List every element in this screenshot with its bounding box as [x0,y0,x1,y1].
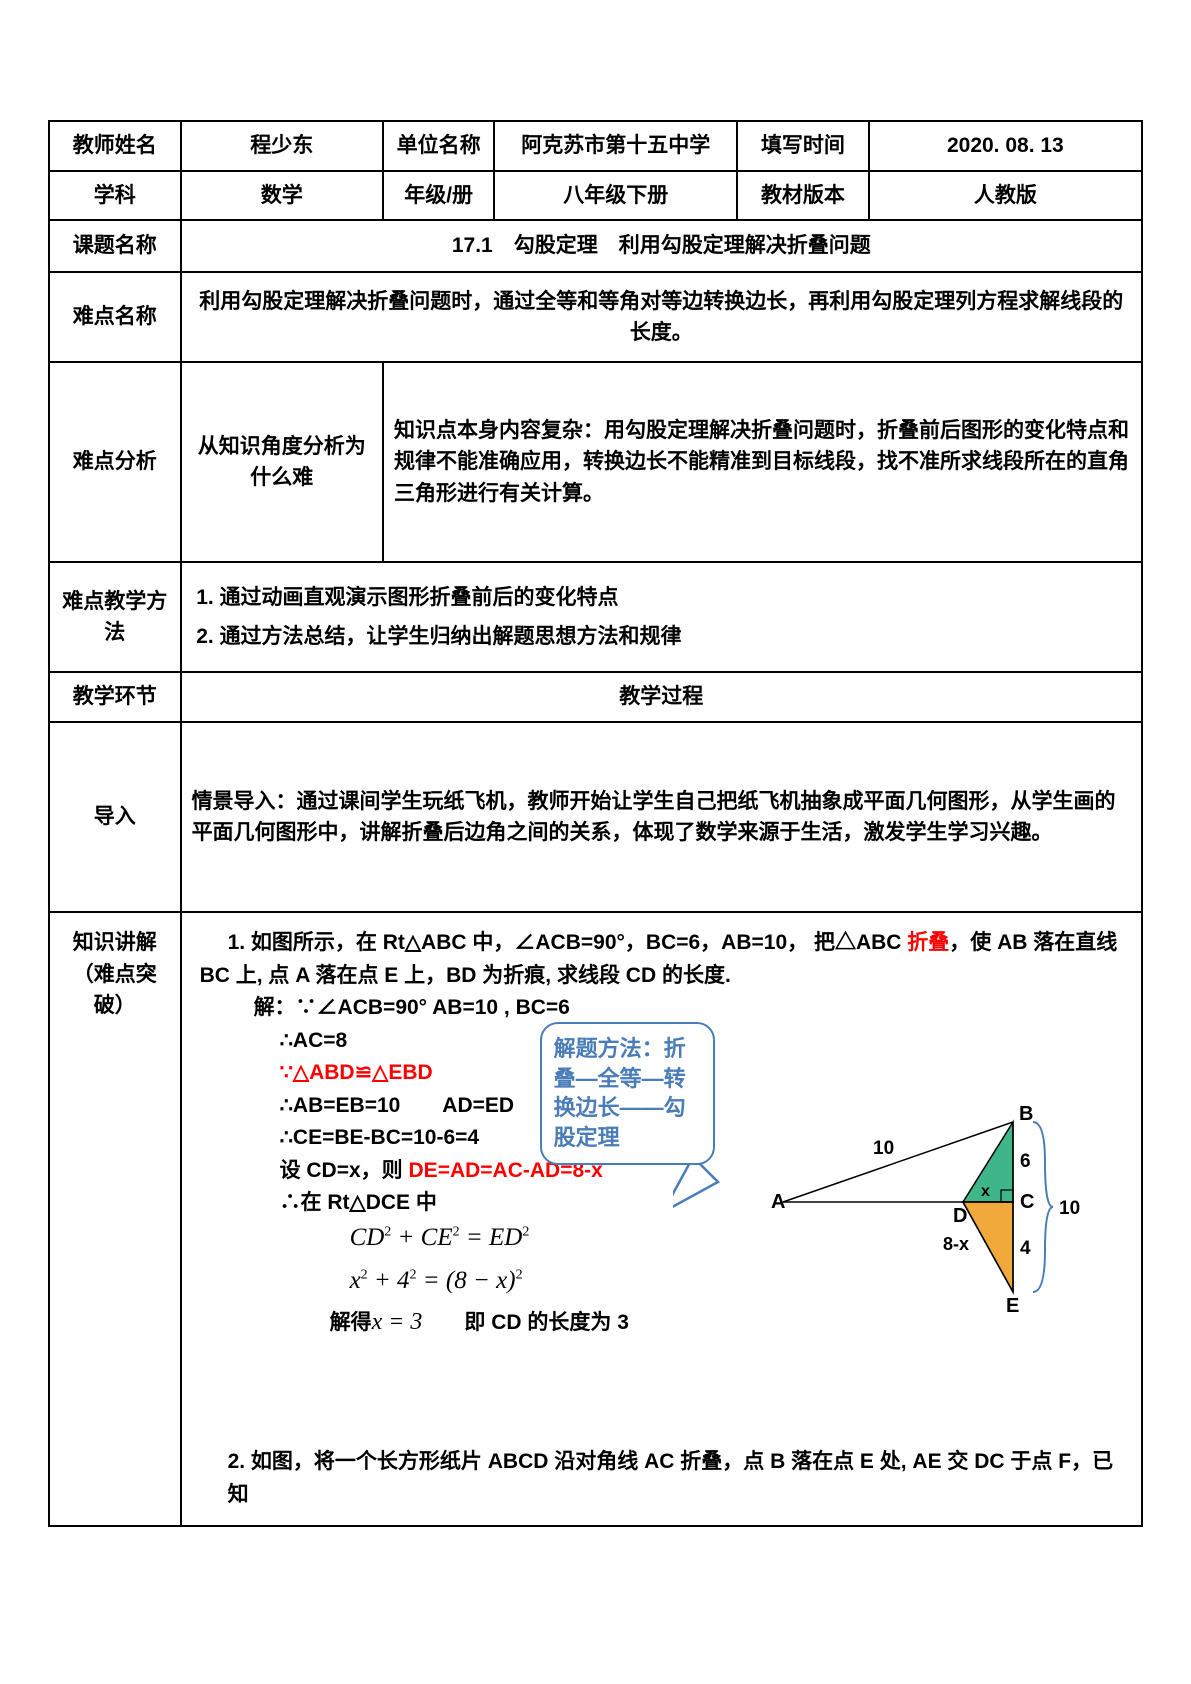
teacher-name-label: 教师姓名 [49,121,181,171]
bubble-tail-icon [673,1157,718,1212]
analysis-value: 知识点本身内容复杂：用勾股定理解决折叠问题时，折叠前后图形的变化特点和规律不能准… [383,362,1142,562]
sol-l8x: x = 3 [372,1309,423,1335]
lesson-plan-table: 教师姓名 程少东 单位名称 阿克苏市第十五中学 填写时间 2020. 08. 1… [48,120,1143,1527]
textbook-value: 人教版 [869,171,1142,221]
method-list: 通过动画直观演示图形折叠前后的变化特点 通过方法总结，让学生归纳出解题思想方法和… [192,578,1131,657]
sol-l8a: 解得 [330,1311,372,1334]
method-label: 难点教学方法 [49,562,181,672]
grade-value: 八年级下册 [494,171,737,221]
knowledge-label-1: 知识讲解 [60,927,170,959]
sol-l1: 解：∵∠ACB=90° AB=10 , BC=6 [200,992,1123,1025]
problem-2: 2. 如图，将一个长方形纸片 ABCD 沿对角线 AC 折叠，点 B 落在点 E… [200,1446,1123,1511]
method-item-1: 通过动画直观演示图形折叠前后的变化特点 [220,578,1131,618]
intro-row: 导入 情景导入：通过课间学生玩纸飞机，教师开始让学生自己把纸飞机抽象成平面几何图… [49,722,1142,912]
unit-value: 阿克苏市第十五中学 [494,121,737,171]
env-value: 教学过程 [181,672,1142,722]
edge-CE: 4 [1020,1238,1031,1259]
analysis-row: 难点分析 从知识角度分析为什么难 知识点本身内容复杂：用勾股定理解决折叠问题时，… [49,362,1142,562]
difficulty-value: 利用勾股定理解决折叠问题时，通过全等和等角对等边转换边长，再利用勾股定理列方程求… [181,272,1142,362]
date-label: 填写时间 [737,121,869,171]
course-value: 17.1 勾股定理 利用勾股定理解决折叠问题 [181,220,1142,272]
subject-value: 数学 [181,171,383,221]
header-row-2: 学科 数学 年级/册 八年级下册 教材版本 人教版 [49,171,1142,221]
problem-1: 1. 如图所示，在 Rt△ABC 中，∠ACB=90°，BC=6，AB=10， … [200,927,1123,992]
knowledge-label-cell: 知识讲解 （难点突破） [49,912,181,1526]
env-label: 教学环节 [49,672,181,722]
edge-DE-side: 8-x [943,1234,969,1254]
knowledge-row: 知识讲解 （难点突破） 1. 如图所示，在 Rt△ABC 中，∠ACB=90°，… [49,912,1142,1526]
label-D: D [953,1205,967,1227]
label-E: E [1006,1295,1019,1317]
header-row-1: 教师姓名 程少东 单位名称 阿克苏市第十五中学 填写时间 2020. 08. 1… [49,121,1142,171]
subject-label: 学科 [49,171,181,221]
course-label: 课题名称 [49,220,181,272]
unit-label: 单位名称 [383,121,494,171]
label-B: B [1019,1103,1033,1125]
date-value: 2020. 08. 13 [869,121,1142,171]
edge-AB: 10 [873,1138,894,1159]
knowledge-content: 1. 如图所示，在 Rt△ABC 中，∠ACB=90°，BC=6，AB=10， … [181,912,1142,1526]
brace-icon [1033,1122,1053,1292]
analysis-sub-label: 从知识角度分析为什么难 [181,362,383,562]
sol-l6a: 设 CD=x，则 [280,1159,409,1182]
knowledge-label-2: （难点突破） [60,959,170,1022]
p1-red: 折叠 [907,931,949,954]
p1-prefix: 1. 如图所示，在 Rt△ABC 中，∠ACB=90°，BC=6，AB=10， … [200,931,908,954]
edge-BE-brace: 10 [1059,1198,1080,1219]
solution-block: 解：∵∠ACB=90° AB=10 , BC=6 ∴AC=8 ∵△ABD≌△EB… [200,992,1123,1422]
method-item-2: 通过方法总结，让学生归纳出解题思想方法和规律 [220,617,1131,657]
method-row: 难点教学方法 通过动画直观演示图形折叠前后的变化特点 通过方法总结，让学生归纳出… [49,562,1142,672]
edge-BC: 6 [1020,1151,1031,1172]
difficulty-row: 难点名称 利用勾股定理解决折叠问题时，通过全等和等角对等边转换边长，再利用勾股定… [49,272,1142,362]
analysis-label: 难点分析 [49,362,181,562]
textbook-label: 教材版本 [737,171,869,221]
method-list-cell: 通过动画直观演示图形折叠前后的变化特点 通过方法总结，让学生归纳出解题思想方法和… [181,562,1142,672]
sol-l8b: 即 CD 的长度为 3 [422,1311,629,1334]
geometry-diagram: A B C D E 10 6 4 8-x x 10 [673,1032,1103,1332]
env-row: 教学环节 教学过程 [49,672,1142,722]
course-row: 课题名称 17.1 勾股定理 利用勾股定理解决折叠问题 [49,220,1142,272]
intro-label: 导入 [49,722,181,912]
edge-DC: x [981,1183,990,1200]
difficulty-label: 难点名称 [49,272,181,362]
teacher-name-value: 程少东 [181,121,383,171]
intro-value: 情景导入：通过课间学生玩纸飞机，教师开始让学生自己把纸飞机抽象成平面几何图形，从… [181,722,1142,912]
method-bubble: 解题方法：折叠—全等—转换边长——勾股定理 [540,1022,715,1165]
grade-label: 年级/册 [383,171,494,221]
label-C: C [1020,1191,1034,1213]
label-A: A [771,1191,785,1213]
